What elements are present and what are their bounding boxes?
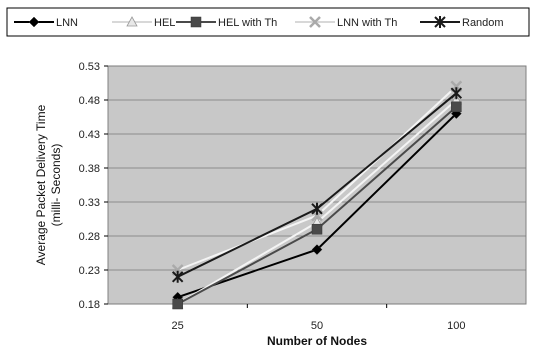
data-point — [450, 87, 463, 100]
y-axis-title: Average Packet Delivery Time (milli- Sec… — [34, 104, 63, 265]
data-point — [311, 244, 323, 255]
legend-entry: HEL — [112, 16, 175, 29]
data-point — [171, 270, 184, 283]
y-tick-label: 0.33 — [79, 197, 100, 209]
legend-marker — [434, 16, 446, 28]
legend-marker — [190, 16, 202, 28]
y-tick-label: 0.28 — [79, 231, 100, 243]
x-tick-label: 25 — [172, 320, 184, 332]
legend-label: HEL — [154, 17, 175, 29]
legend-label: LNN with Th — [337, 17, 397, 29]
y-tick-label: 0.38 — [79, 163, 100, 175]
legend-marker — [126, 16, 138, 27]
y-axis-ticks: 0.18 0.23 0.28 0.33 0.38 0.43 0.48 0.53 — [79, 61, 108, 311]
legend-entry: LNN — [14, 16, 78, 29]
legend-entry: LNN with Th — [295, 16, 397, 29]
y-tick-label: 0.53 — [79, 61, 100, 73]
legend-entry: HEL with Th — [176, 16, 277, 29]
y-tick-label: 0.18 — [79, 299, 100, 311]
y-tick-label: 0.48 — [79, 95, 100, 107]
y-axis-title-line-2: (milli- Seconds) — [49, 144, 63, 227]
legend-entry: Random — [420, 16, 504, 29]
series-group — [171, 80, 463, 310]
data-point — [172, 298, 183, 310]
legend-label: LNN — [56, 17, 78, 29]
legend-marker — [28, 16, 40, 28]
x-tick-label: 50 — [311, 320, 323, 332]
x-axis-ticks: 25 50 100 — [172, 304, 466, 332]
legend: LNN HEL HEL with Th LNN with Th Random — [6, 7, 530, 37]
data-point — [311, 223, 323, 235]
y-tick-label: 0.43 — [79, 129, 100, 141]
data-point — [311, 202, 323, 215]
y-tick-label: 0.23 — [79, 265, 100, 277]
x-axis-title: Number of Nodes — [267, 334, 367, 348]
y-axis-title-line-1: Average Packet Delivery Time — [34, 104, 48, 265]
x-tick-label: 100 — [447, 320, 465, 332]
plot-area — [107, 65, 527, 305]
series-hel-with-th — [172, 101, 462, 310]
legend-label: Random — [462, 17, 504, 29]
legend-marker — [309, 16, 321, 28]
series-random — [171, 87, 463, 283]
legend-label: HEL with Th — [218, 17, 277, 29]
data-point — [451, 101, 462, 113]
